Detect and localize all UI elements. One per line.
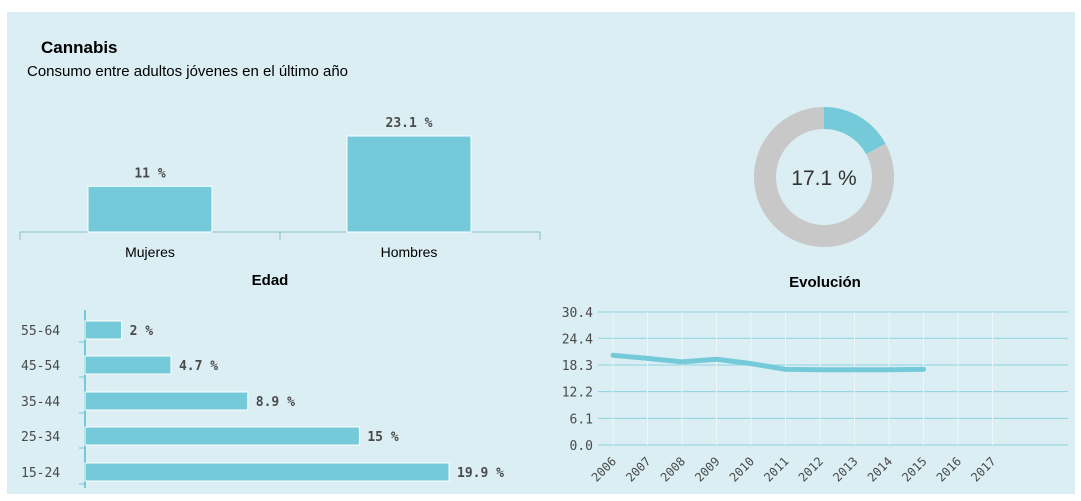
sex-category-label: Mujeres (125, 244, 175, 260)
evolution-x-tick-label: 2006 (589, 454, 619, 484)
age-bar-value-label: 8.9 % (256, 395, 295, 410)
evolution-x-tick-label: 2008 (658, 454, 688, 484)
sex-bar-value-label: 11 % (134, 166, 165, 181)
age-category-label: 55-64 (21, 324, 60, 339)
evolution-x-tick-label: 2007 (623, 454, 653, 484)
age-bar (84, 355, 172, 375)
age-bar (84, 462, 450, 482)
age-bar (84, 391, 249, 411)
age-category-label: 35-44 (21, 395, 60, 410)
evolution-x-tick-label: 2009 (692, 454, 722, 484)
evolution-chart-title: Evolución (789, 274, 861, 291)
age-bar-value-label: 2 % (130, 324, 154, 339)
evolution-series-line (610, 352, 926, 373)
age-bar-value-label: 19.9 % (457, 466, 504, 481)
donut-slice-value (823, 107, 886, 155)
age-chart-title: Edad (251, 272, 289, 289)
evolution-y-tick-label: 30.4 (562, 306, 593, 321)
donut-slice-rest (754, 107, 894, 247)
age-bar-value-label: 4.7 % (179, 359, 218, 374)
evolution-x-tick-label: 2013 (830, 454, 860, 484)
chart-panel (7, 12, 1075, 494)
evolution-x-tick-label: 2016 (934, 454, 964, 484)
evolution-y-tick-label: 6.1 (570, 412, 593, 427)
evolution-x-tick-label: 2011 (761, 454, 791, 484)
evolution-y-tick-label: 18.3 (562, 359, 593, 374)
sex-bar (346, 135, 472, 233)
age-category-label: 15-24 (21, 466, 60, 481)
age-category-label: 45-54 (21, 359, 60, 374)
sex-bar-value-label: 23.1 % (386, 116, 433, 131)
evolution-x-tick-label: 2017 (968, 454, 998, 484)
donut-center-label: 17.1 % (791, 167, 856, 190)
evolution-x-tick-label: 2010 (727, 454, 757, 484)
age-category-label: 25-34 (21, 430, 60, 445)
evolution-x-tick-label: 2015 (899, 454, 929, 484)
sex-category-label: Hombres (381, 244, 438, 260)
evolution-x-tick-label: 2014 (865, 454, 895, 484)
age-bar (84, 320, 123, 340)
age-bar (84, 426, 360, 446)
evolution-x-tick-label: 2012 (796, 454, 826, 484)
evolution-y-tick-label: 24.4 (562, 332, 593, 347)
evolution-y-tick-label: 0.0 (570, 439, 593, 454)
sex-bar (87, 185, 213, 233)
age-bar-value-label: 15 % (367, 430, 398, 445)
page-subtitle: Consumo entre adultos jóvenes en el últi… (27, 63, 349, 80)
page-title: Cannabis (41, 38, 118, 57)
evolution-y-tick-label: 12.2 (562, 386, 593, 401)
